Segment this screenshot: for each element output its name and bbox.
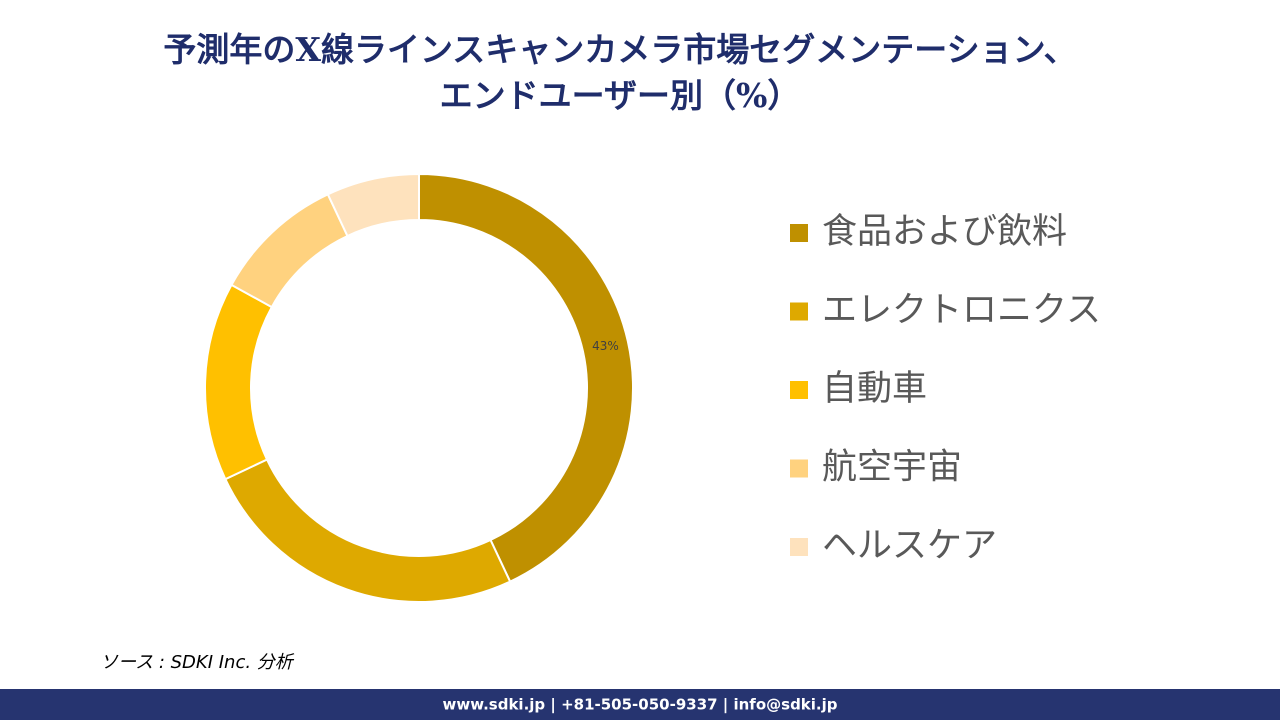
- chart-title: 予測年のX線ラインスキャンカメラ市場セグメンテーション、: [163, 30, 1076, 69]
- footer-text: www.sdki.jp | +81-505-050-9337 | info@sd…: [442, 696, 837, 715]
- legend-swatch: [790, 381, 808, 399]
- donut-segment: [204, 283, 274, 481]
- source: ソース : SDKI Inc. 分析: [100, 652, 295, 673]
- donut-segment: [418, 172, 634, 583]
- footer-bar: [0, 689, 1280, 720]
- legend-label: ヘルスケア: [822, 526, 997, 566]
- legend-label: 航空宇宙: [822, 448, 962, 488]
- donut-segment: [326, 172, 420, 238]
- chart-title: エンドユーザー別（%）: [440, 76, 801, 115]
- legend-label: エレクトロニクス: [822, 291, 1101, 331]
- legend-swatch: [790, 538, 808, 556]
- donut-segment: [224, 458, 512, 603]
- legend-swatch: [790, 459, 808, 478]
- legend-label: 食品および飲料: [822, 212, 1067, 252]
- data-label: 43%: [592, 339, 619, 353]
- legend-swatch: [790, 302, 808, 321]
- legend-label: 自動車: [822, 369, 927, 409]
- donut-segment: [230, 193, 349, 309]
- legend-swatch: [790, 224, 808, 242]
